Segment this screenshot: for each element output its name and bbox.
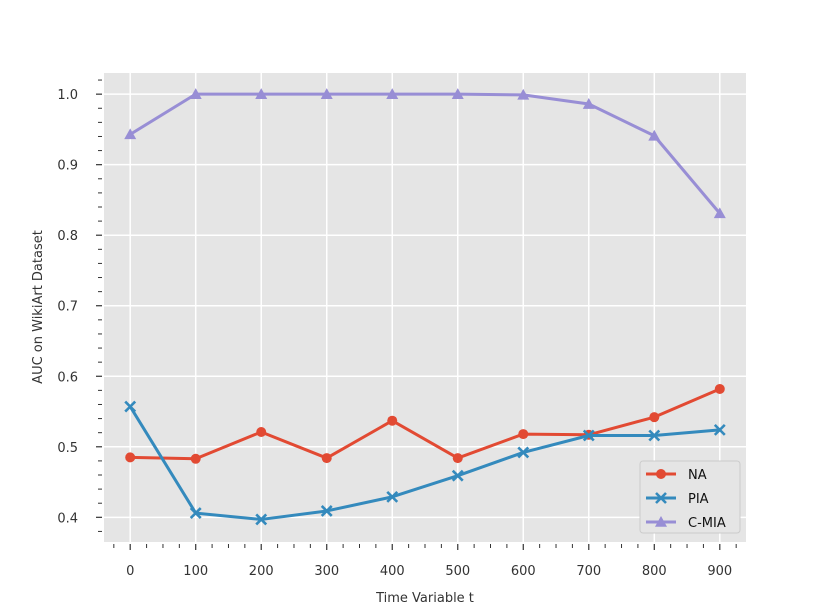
- data-point-c-mia: [451, 88, 464, 99]
- data-point-pia: [386, 490, 399, 503]
- data-point-pia: [451, 469, 464, 482]
- plot-area: [104, 73, 746, 542]
- y-tick-label: 0.7: [57, 300, 78, 315]
- data-point-pia: [582, 429, 595, 442]
- x-axis-ticks: 0 100 200 300 400 500 600 700 800 900: [126, 544, 732, 579]
- data-point-c-mia: [517, 88, 530, 100]
- legend-label-pia: PIA: [688, 492, 709, 507]
- data-point-pia: [189, 507, 202, 520]
- data-point-pia: [517, 446, 530, 459]
- x-tick-label: 300: [314, 564, 339, 579]
- x-tick-label: 600: [511, 564, 536, 579]
- x-tick-label: 200: [249, 564, 274, 579]
- y-axis-ticks: 0.4 0.5 0.6 0.7 0.8 0.9 1.0: [57, 88, 102, 526]
- series-line-c-mia: [129, 92, 721, 215]
- data-point-na: [190, 453, 201, 464]
- x-tick-label: 900: [707, 564, 732, 579]
- data-point-pia: [255, 513, 268, 526]
- y-tick-label: 1.0: [57, 88, 78, 103]
- legend-marker-c-mia: [655, 516, 667, 527]
- data-point-c-mia: [124, 128, 137, 140]
- data-point-na: [387, 415, 398, 426]
- data-point-c-mia: [582, 98, 595, 109]
- y-tick-label: 0.9: [57, 159, 78, 174]
- legend-label-na: NA: [688, 468, 707, 483]
- y-tick-label: 0.6: [57, 370, 78, 385]
- y-tick-label: 0.8: [57, 229, 78, 244]
- data-point-c-mia: [648, 129, 661, 141]
- legend: NA PIA C-MIA: [639, 460, 741, 534]
- data-point-c-mia: [255, 88, 268, 99]
- data-point-na: [452, 453, 463, 464]
- y-tick-label: 0.4: [57, 511, 78, 526]
- series-group: [124, 88, 726, 526]
- data-point-na: [256, 426, 267, 437]
- x-tick-label: 700: [576, 564, 601, 579]
- data-point-pia: [124, 400, 137, 413]
- data-point-na: [321, 453, 332, 464]
- series-pia: [124, 400, 726, 526]
- series-c-mia: [124, 88, 726, 219]
- data-point-pia: [713, 423, 726, 436]
- x-tick-label: 400: [380, 564, 405, 579]
- data-point-pia: [648, 429, 661, 442]
- legend-label-c-mia: C-MIA: [688, 516, 726, 531]
- series-line-pia: [128, 405, 720, 521]
- legend-box: [639, 460, 741, 534]
- data-point-na: [518, 429, 529, 440]
- data-point-na: [714, 383, 725, 394]
- x-tick-label: 100: [183, 564, 208, 579]
- legend-marker-pia: [655, 492, 667, 504]
- data-point-c-mia: [320, 88, 333, 99]
- y-tick-label: 0.5: [57, 441, 78, 456]
- series-na: [125, 383, 725, 464]
- legend-marker-na: [656, 469, 666, 479]
- data-point-na: [649, 412, 660, 423]
- x-tick-label: 800: [642, 564, 667, 579]
- data-point-c-mia: [386, 88, 399, 99]
- data-point-na: [125, 452, 136, 463]
- data-point-c-mia: [713, 207, 726, 219]
- x-axis-label: Time Variable t: [375, 591, 474, 606]
- minor-ticks: [98, 79, 737, 548]
- series-line-na: [130, 387, 721, 461]
- data-point-pia: [320, 505, 333, 517]
- x-tick-label: 0: [126, 564, 134, 579]
- data-point-c-mia: [189, 88, 202, 99]
- y-axis-label: AUC on WikiArt Dataset: [31, 230, 46, 384]
- x-tick-label: 500: [445, 564, 470, 579]
